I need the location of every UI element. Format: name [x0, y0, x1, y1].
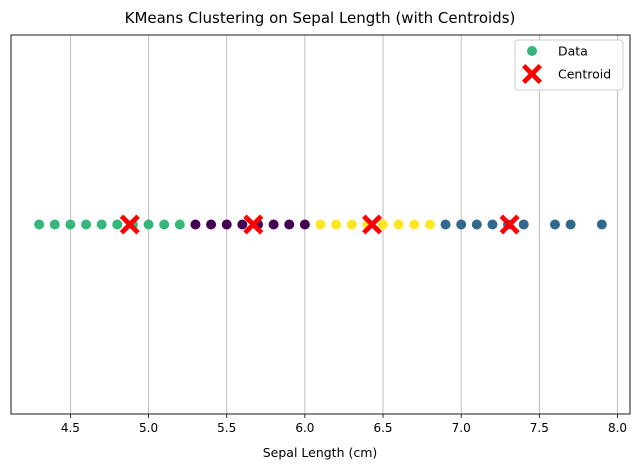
plot-area-frame — [10, 34, 631, 415]
chart-title: KMeans Clustering on Sepal Length (with … — [125, 9, 516, 27]
data-point — [49, 219, 60, 230]
legend-box — [514, 39, 624, 91]
centroid-markers — [119, 214, 520, 235]
x-tick-label: 4.5 — [61, 421, 80, 435]
data-point — [440, 219, 451, 230]
x-axis-ticks: 4.5 5.0 5.5 6.0 6.5 7.0 7.5 8.0 — [61, 414, 627, 435]
legend-data-marker — [527, 46, 537, 56]
data-point — [596, 219, 607, 230]
centroid-marker — [119, 214, 140, 235]
data-point — [221, 219, 232, 230]
data-point — [65, 219, 76, 230]
legend: Data Centroid — [514, 39, 624, 91]
data-point — [299, 219, 310, 230]
data-point — [487, 219, 498, 230]
data-point — [393, 219, 404, 230]
data-point — [143, 219, 154, 230]
legend-centroid-marker — [522, 64, 542, 84]
data-point — [518, 219, 529, 230]
data-point — [409, 219, 420, 230]
data-point — [206, 219, 217, 230]
data-point — [237, 219, 248, 230]
x-tick-label: 7.0 — [452, 421, 471, 435]
data-point — [96, 219, 107, 230]
centroid-marker — [243, 214, 264, 235]
data-point — [190, 219, 201, 230]
data-point — [346, 219, 357, 230]
data-point — [112, 219, 123, 230]
x-tick-label: 6.0 — [295, 421, 314, 435]
data-point — [284, 219, 295, 230]
centroid-marker-swatch — [522, 64, 542, 84]
data-point — [331, 219, 342, 230]
data-point — [456, 219, 467, 230]
data-points — [34, 219, 607, 230]
data-point — [424, 219, 435, 230]
x-tick-label: 8.0 — [608, 421, 627, 435]
data-point — [315, 219, 326, 230]
data-point — [549, 219, 560, 230]
data-point — [471, 219, 482, 230]
data-point — [174, 219, 185, 230]
data-point — [159, 219, 170, 230]
data-point — [34, 219, 45, 230]
legend-centroid-label: Centroid — [558, 67, 611, 82]
centroid-marker — [362, 214, 383, 235]
x-axis-label: Sepal Length (cm) — [263, 445, 378, 460]
data-point — [268, 219, 279, 230]
centroid-marker — [499, 214, 520, 235]
data-point — [378, 219, 389, 230]
x-tick-label: 6.5 — [373, 421, 392, 435]
legend-data-label: Data — [558, 44, 588, 59]
x-tick-label: 5.0 — [139, 421, 158, 435]
data-point — [565, 219, 576, 230]
data-point — [81, 219, 92, 230]
x-tick-label: 7.5 — [530, 421, 549, 435]
x-tick-label: 5.5 — [217, 421, 236, 435]
